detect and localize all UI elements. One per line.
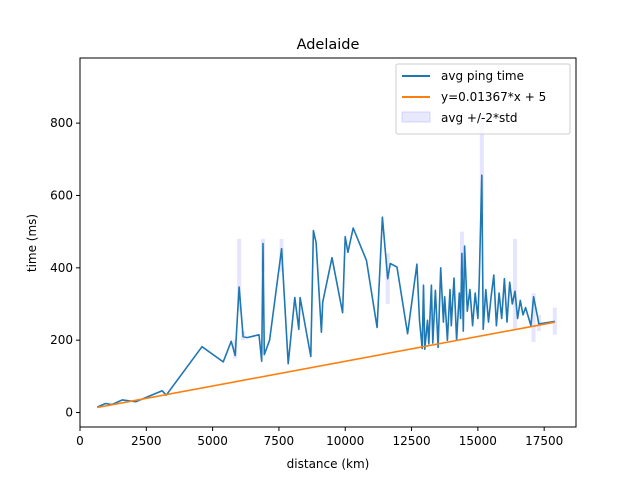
y-tick-label-0: 0 — [65, 406, 73, 420]
x-tick-label-10000: 10000 — [326, 434, 364, 448]
legend-swatch-band — [401, 111, 431, 123]
series-fit-line — [97, 321, 555, 409]
legend-label-avg: avg ping time — [441, 69, 524, 83]
std-band-segment-9 — [531, 293, 536, 342]
y-axis: 0 200 400 600 800 — [50, 116, 80, 420]
x-axis-label: distance (km) — [287, 457, 370, 471]
legend: avg ping time y=0.01367*x + 5 avg +/-2*s… — [395, 63, 571, 135]
y-axis-label: time (ms) — [25, 214, 39, 272]
x-tick-label-0: 0 — [76, 434, 84, 448]
std-band-segment-11 — [552, 307, 557, 335]
legend-label-band: avg +/-2*std — [441, 111, 518, 125]
chart-title: Adelaide — [297, 37, 360, 53]
x-tick-label-12500: 12500 — [392, 434, 430, 448]
series-avg-ping-line — [96, 174, 555, 408]
x-tick-label-2500: 2500 — [131, 434, 162, 448]
x-tick-label-17500: 17500 — [525, 434, 563, 448]
x-axis: 0 2500 5000 7500 10000 12500 15000 17500 — [76, 427, 563, 448]
y-tick-label-800: 800 — [50, 116, 73, 130]
legend-label-fit: y=0.01367*x + 5 — [441, 90, 546, 104]
legend-box — [395, 63, 571, 135]
plot-frame — [79, 57, 577, 428]
y-tick-label-600: 600 — [50, 188, 73, 202]
y-tick-label-400: 400 — [50, 261, 73, 275]
std-band-segment-8 — [512, 238, 517, 330]
std-band-segment-1 — [237, 238, 242, 312]
x-tick-label-15000: 15000 — [459, 434, 497, 448]
x-tick-label-5000: 5000 — [197, 434, 228, 448]
x-tick-label-7500: 7500 — [264, 434, 295, 448]
std-band-segment-7 — [479, 112, 484, 210]
y-tick-label-200: 200 — [50, 333, 73, 347]
series-layer — [96, 174, 555, 409]
